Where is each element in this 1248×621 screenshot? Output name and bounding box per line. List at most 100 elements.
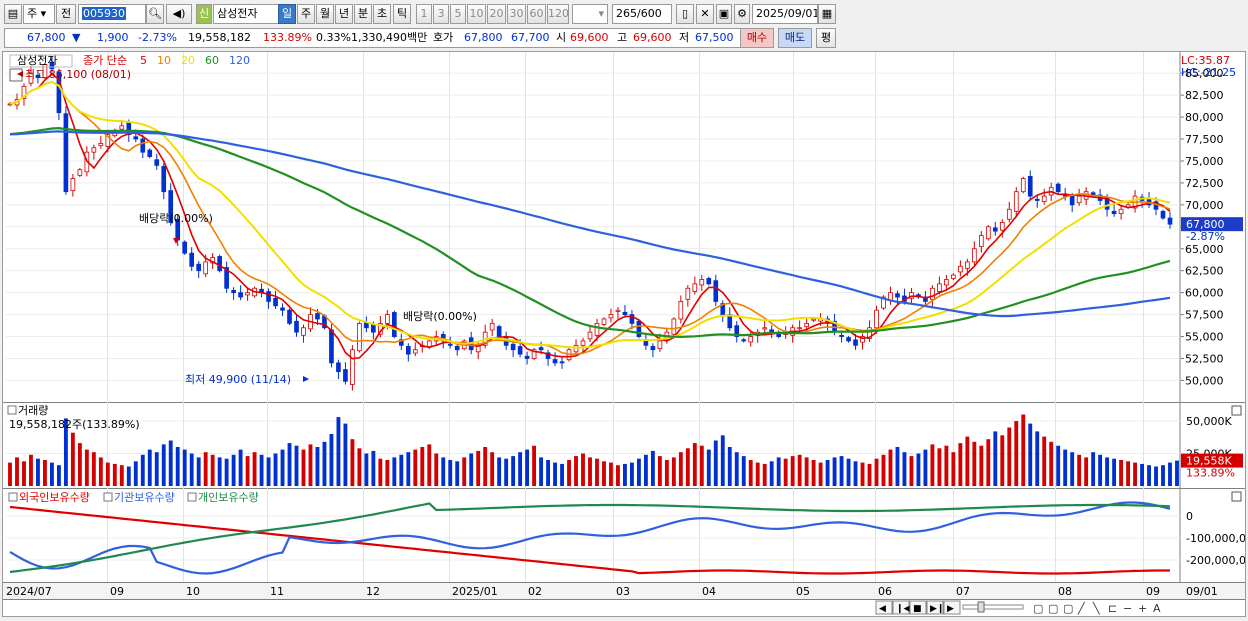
volume-bar [706,449,711,486]
chart-area[interactable]: 2024/07 09 10 11 12 2025/01 02 03 04 05 06 07 08 09 09… [2,51,1246,617]
stock-code-input[interactable]: 005930 [78,4,146,24]
candle-body [951,274,956,279]
holding-tick-label: -200,000,0 [1186,554,1245,567]
candle-body [944,279,949,286]
candle-body [392,312,397,337]
candle-body [699,279,705,286]
candle-body [105,134,111,147]
sin-badge[interactable]: 신 [196,4,212,24]
period-tab-1[interactable]: 주 [297,4,315,24]
period-tab-5[interactable]: 초 [373,4,391,24]
volume-bar [441,457,446,486]
candle-body [930,287,935,300]
volume-bar [210,454,215,486]
ma60-line [9,126,1171,339]
interval-tab-120[interactable]: 120 [547,4,569,24]
low-label: 저 [679,31,690,44]
interval-tab-5[interactable]: 5 [450,4,466,24]
volume-bar [315,447,320,486]
volume-bar [972,441,977,486]
candle-body [98,143,104,147]
price-tick-label: 60,000 [1185,287,1224,300]
volume-bar [175,447,180,486]
candle-body [685,287,691,300]
candle-body [266,291,271,302]
volume-bar [1133,462,1137,486]
chart-svg[interactable]: 2024/07 09 10 11 12 2025/01 02 03 04 05 06 07 08 09 09… [3,52,1246,616]
window-menu-icon[interactable]: ▤ [4,4,22,24]
prev-button[interactable]: 전 [56,4,76,24]
volume-bar [727,447,732,486]
ma-label: 종가 단순 [83,54,127,67]
save-icon[interactable]: ▣ [716,4,732,24]
ma-legend-60: 60 [205,54,219,67]
interval-tab-3[interactable]: 3 [433,4,449,24]
volume-bar [951,452,956,486]
volume-value: 19,558,182 [188,31,251,44]
volume-bar [294,445,299,486]
ma20-line [9,80,1171,349]
scroll-control-4 [943,600,961,615]
individual-holding-line [9,502,1171,574]
volume-bar [238,449,243,486]
interval-tab-30[interactable]: 30 [507,4,526,24]
price-tick-label: 85,000 [1185,67,1224,80]
candle-icon[interactable]: ▯ [676,4,694,24]
volume-bar [1056,445,1061,486]
candle-body [63,113,69,193]
volume-bar [161,444,166,486]
gear-icon[interactable]: ⚙ [734,4,750,24]
interval-tab-60[interactable]: 60 [527,4,546,24]
volume-bar [231,454,236,486]
crosshair-icon[interactable]: ✕ [696,4,714,24]
x-tick-label: 2025/01 [452,585,498,598]
candle-body [985,226,991,240]
speaker-icon[interactable]: ◀) [166,4,192,24]
low-value: 67,500 [695,31,734,44]
volume-bar [930,444,935,486]
candle-body [734,325,740,337]
sell-button[interactable]: 매도 [778,28,812,48]
volume-bar [993,431,998,486]
x-tick-label: 10 [186,585,200,598]
candle-body [762,327,768,330]
average-button[interactable]: 평 [816,28,836,48]
candle-body [594,322,600,336]
period-tab-6[interactable]: 틱 [393,4,411,24]
high-value: 69,600 [633,31,672,44]
volume-bar [434,453,439,486]
volume-bar [15,457,19,486]
count-value: 265 [616,7,637,20]
interval-dropdown[interactable]: ▾ [572,4,608,24]
market-select[interactable]: 주 ▾ [23,4,55,24]
candle-body [573,344,579,353]
calendar-icon[interactable]: ▦ [818,4,836,24]
holding-legend-box [187,492,197,502]
volume-bar [483,447,488,486]
change-pct: -2.73% [138,31,177,44]
scroll-control-glyph: ■ [913,604,922,614]
candle-body [147,149,153,157]
interval-tab-10[interactable]: 10 [467,4,486,24]
search-icon[interactable]: 🔍︎ [146,4,164,24]
volume-bar [567,460,571,486]
buy-button[interactable]: 매수 [740,28,774,48]
period-tab-3[interactable]: 년 [335,4,353,24]
x-tick-label: 09/01 [1186,585,1218,598]
count-field[interactable]: 265/600 [612,4,672,24]
interval-tab-1[interactable]: 1 [416,4,432,24]
candle-body [196,263,202,272]
period-tab-4[interactable]: 분 [354,4,372,24]
date-field[interactable]: 2025/09/01 [752,4,818,24]
interval-tab-20[interactable]: 20 [487,4,506,24]
candle-body [1034,198,1040,201]
candle-body [958,265,963,273]
candle-body [1167,217,1173,225]
period-tab-2[interactable]: 월 [316,4,334,24]
candle-body [797,327,802,330]
institution-holding-line [9,501,1171,575]
holding-tick-label: 0 [1186,510,1193,523]
period-tab-0[interactable]: 일 [278,4,296,24]
volume-bar [609,462,613,486]
candle-body [965,261,970,269]
